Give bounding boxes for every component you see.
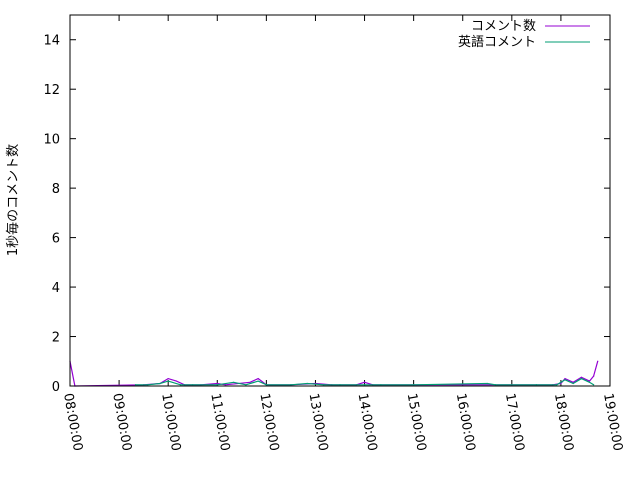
x-tick-label: 11:00:00	[207, 392, 232, 452]
data-point-0	[257, 377, 259, 380]
data-point-0	[216, 382, 218, 385]
series-lines	[69, 360, 599, 387]
x-tick-label: 17:00:00	[502, 392, 527, 452]
x-tick-label: 16:00:00	[453, 392, 478, 452]
x-tick-label: 13:00:00	[306, 392, 331, 452]
data-point-1	[147, 384, 149, 386]
data-point-1	[216, 384, 218, 386]
x-tick-label: 19:00:00	[600, 392, 625, 452]
y-tick-label: 2	[52, 331, 60, 346]
data-point-0	[175, 380, 177, 382]
y-tick-label: 10	[43, 133, 60, 148]
data-point-0	[593, 375, 595, 377]
y-tick-label: 0	[52, 380, 60, 395]
data-point-1	[134, 384, 137, 386]
legend-label-1: 英語コメント	[458, 34, 536, 50]
x-tick-label: 14:00:00	[355, 392, 380, 452]
data-point-1	[167, 380, 169, 382]
data-point-1	[306, 382, 308, 385]
x-tick-label: 15:00:00	[404, 392, 429, 452]
y-tick-label: 8	[52, 182, 60, 197]
data-point-1	[572, 382, 574, 385]
data-point-1	[494, 384, 497, 386]
data-point-1	[580, 377, 582, 380]
data-point-1	[192, 384, 194, 386]
data-point-0	[597, 360, 599, 362]
data-point-0	[167, 377, 169, 380]
data-point-0	[580, 376, 582, 378]
legend: コメント数 英語コメント	[458, 19, 590, 50]
data-point-1	[535, 384, 537, 386]
x-tick-label: 18:00:00	[551, 392, 576, 452]
data-point-0	[572, 381, 574, 383]
data-point-1	[159, 382, 161, 385]
y-tick-label: 14	[43, 34, 60, 49]
data-point-1	[323, 384, 325, 386]
data-point-1	[556, 384, 558, 386]
data-point-1	[245, 384, 247, 386]
series-line-0	[69, 361, 599, 387]
data-point-1	[265, 384, 267, 386]
data-point-1	[593, 384, 595, 386]
y-axis: 0 2 4 6 8 10 12 14	[43, 34, 610, 395]
data-point-0	[249, 381, 251, 383]
x-tick-label: 10:00:00	[158, 392, 183, 452]
data-point-1	[363, 384, 366, 386]
y-axis-label: 1秒毎のコメント数	[5, 144, 21, 256]
y-tick-label: 4	[52, 281, 60, 296]
data-point-0	[363, 381, 366, 383]
y-tick-label: 6	[52, 232, 60, 247]
data-point-0	[224, 384, 227, 386]
x-tick-label: 12:00:00	[256, 392, 281, 452]
data-point-0	[588, 380, 591, 382]
data-point-0	[560, 382, 562, 385]
x-axis: 08:00:00 09:00:00 10:00:00 11:00:00 12:00:00…	[60, 15, 625, 452]
data-point-1	[233, 381, 235, 383]
data-point-1	[339, 384, 341, 386]
legend-label-0: コメント数	[471, 19, 536, 34]
data-point-1	[257, 380, 259, 382]
data-point-0	[564, 377, 566, 380]
plot-border	[69, 14, 611, 387]
y-tick-label: 12	[43, 83, 60, 98]
data-point-1	[486, 382, 488, 385]
data-point-1	[290, 384, 292, 386]
data-point-1	[588, 381, 591, 383]
data-point-1	[380, 384, 382, 386]
data-point-1	[564, 379, 566, 381]
x-tick-label: 08:00:00	[60, 392, 85, 452]
x-tick-label: 09:00:00	[109, 392, 134, 452]
data-point-1	[413, 384, 415, 386]
data-point-1	[179, 384, 182, 386]
